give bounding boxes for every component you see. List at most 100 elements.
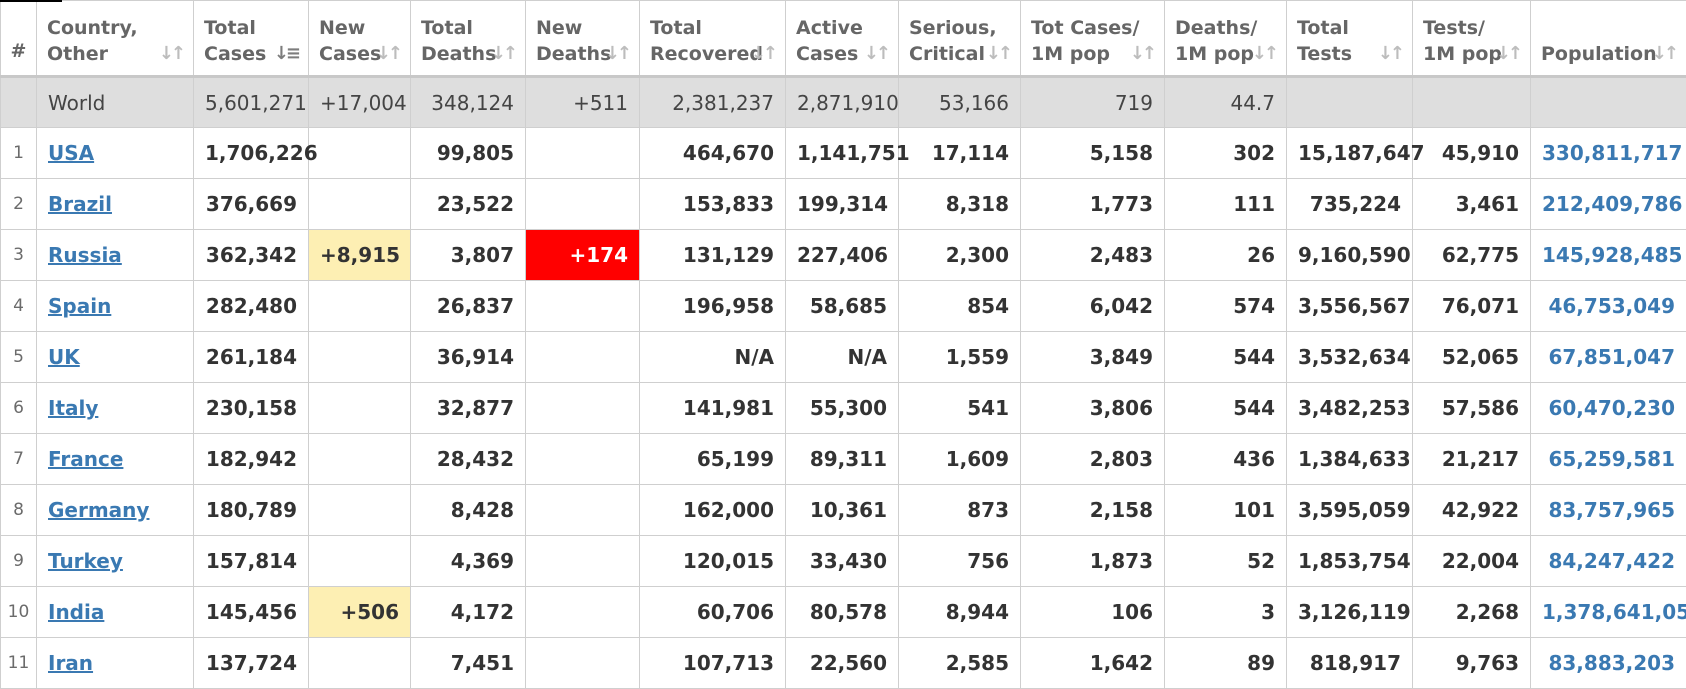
world-tot-cases-per-million: 719 (1021, 77, 1165, 128)
country-cell: Turkey (37, 536, 194, 587)
country-cell: Germany (37, 485, 194, 536)
row-rank: 5 (1, 332, 37, 383)
country-link[interactable]: USA (48, 141, 94, 165)
sort-descending-icon[interactable]: ↓≡ (274, 44, 298, 64)
serious-critical-cell: 873 (899, 485, 1021, 536)
tot-cases-per-million-cell: 106 (1021, 587, 1165, 638)
country-link[interactable]: Iran (48, 651, 93, 675)
total-tests-cell: 1,853,754 (1287, 536, 1413, 587)
sort-arrows-icon[interactable]: ↓↑ (1378, 44, 1402, 64)
country-link[interactable]: France (48, 447, 123, 471)
population-cell: 145,928,485 (1531, 230, 1686, 281)
new-cases-cell: +506 (309, 587, 411, 638)
country-link[interactable]: Germany (48, 498, 149, 522)
country-link[interactable]: Brazil (48, 192, 112, 216)
total-recovered-cell: 464,670 (640, 128, 786, 179)
total-cases-cell: 362,342 (194, 230, 309, 281)
total-tests-cell: 735,224 (1287, 179, 1413, 230)
col-header-serious-critical[interactable]: Serious,Critical↓↑ (899, 1, 1021, 77)
total-recovered-cell: 153,833 (640, 179, 786, 230)
sort-arrows-icon[interactable]: ↓↑ (751, 44, 775, 64)
total-tests-cell: 3,482,253 (1287, 383, 1413, 434)
country-cell: USA (37, 128, 194, 179)
tests-per-million-cell: 45,910 (1413, 128, 1531, 179)
country-link[interactable]: Turkey (48, 549, 123, 573)
total-deaths-cell: 23,522 (411, 179, 526, 230)
world-row: World 5,601,271 +17,004 348,124 +511 2,3… (1, 77, 1686, 128)
total-recovered-cell: 65,199 (640, 434, 786, 485)
sort-arrows-icon[interactable]: ↓↑ (605, 44, 629, 64)
serious-critical-cell: 756 (899, 536, 1021, 587)
sort-arrows-icon[interactable]: ↓↑ (1496, 44, 1520, 64)
new-deaths-cell: +174 (526, 230, 640, 281)
tot-cases-per-million-cell: 5,158 (1021, 128, 1165, 179)
col-header-rank[interactable]: # (1, 1, 37, 77)
row-rank (1, 77, 37, 128)
serious-critical-cell: 17,114 (899, 128, 1021, 179)
population-cell: 67,851,047 (1531, 332, 1686, 383)
col-header-population[interactable]: Population↓↑ (1531, 1, 1686, 77)
total-cases-cell: 282,480 (194, 281, 309, 332)
country-link[interactable]: Russia (48, 243, 122, 267)
row-rank: 4 (1, 281, 37, 332)
serious-critical-cell: 1,559 (899, 332, 1021, 383)
col-header-country[interactable]: Country,Other↓↑ (37, 1, 194, 77)
sort-arrows-icon[interactable]: ↓↑ (159, 44, 183, 64)
country-link[interactable]: Italy (48, 396, 98, 420)
total-tests-cell: 9,160,590 (1287, 230, 1413, 281)
sort-arrows-icon[interactable]: ↓↑ (376, 44, 400, 64)
col-header-tot-cases-per-million[interactable]: Tot Cases/1M pop↓↑ (1021, 1, 1165, 77)
new-cases-cell (309, 179, 411, 230)
new-cases-cell (309, 332, 411, 383)
col-header-deaths-per-million[interactable]: Deaths/1M pop↓↑ (1165, 1, 1287, 77)
col-header-tests-per-million[interactable]: Tests/1M pop↓↑ (1413, 1, 1531, 77)
sort-arrows-icon[interactable]: ↓↑ (986, 44, 1010, 64)
sort-arrows-icon[interactable]: ↓↑ (1252, 44, 1276, 64)
total-deaths-cell: 4,369 (411, 536, 526, 587)
deaths-per-million-cell: 302 (1165, 128, 1287, 179)
row-rank: 2 (1, 179, 37, 230)
deaths-per-million-cell: 101 (1165, 485, 1287, 536)
world-total-deaths: 348,124 (411, 77, 526, 128)
sort-arrows-icon[interactable]: ↓↑ (864, 44, 888, 64)
country-link[interactable]: India (48, 600, 104, 624)
new-cases-cell: +8,915 (309, 230, 411, 281)
country-cell: Brazil (37, 179, 194, 230)
tot-cases-per-million-cell: 3,806 (1021, 383, 1165, 434)
total-deaths-cell: 7,451 (411, 638, 526, 689)
new-cases-cell (309, 128, 411, 179)
active-cases-cell: 33,430 (786, 536, 899, 587)
deaths-per-million-cell: 111 (1165, 179, 1287, 230)
sort-arrows-icon[interactable]: ↓↑ (1652, 44, 1676, 64)
total-deaths-cell: 26,837 (411, 281, 526, 332)
country-link[interactable]: UK (48, 345, 80, 369)
tot-cases-per-million-cell: 1,873 (1021, 536, 1165, 587)
tot-cases-per-million-cell: 2,803 (1021, 434, 1165, 485)
total-cases-cell: 261,184 (194, 332, 309, 383)
active-cases-cell: 1,141,751 (786, 128, 899, 179)
sort-arrows-icon[interactable]: ↓↑ (491, 44, 515, 64)
country-cell: Russia (37, 230, 194, 281)
active-cases-cell: 55,300 (786, 383, 899, 434)
tests-per-million-cell: 9,763 (1413, 638, 1531, 689)
population-cell: 65,259,581 (1531, 434, 1686, 485)
country-link[interactable]: Spain (48, 294, 111, 318)
sort-arrows-icon[interactable]: ↓↑ (1130, 44, 1154, 64)
tot-cases-per-million-cell: 6,042 (1021, 281, 1165, 332)
row-rank: 8 (1, 485, 37, 536)
tot-cases-per-million-cell: 3,849 (1021, 332, 1165, 383)
world-total-cases: 5,601,271 (194, 77, 309, 128)
total-deaths-cell: 36,914 (411, 332, 526, 383)
